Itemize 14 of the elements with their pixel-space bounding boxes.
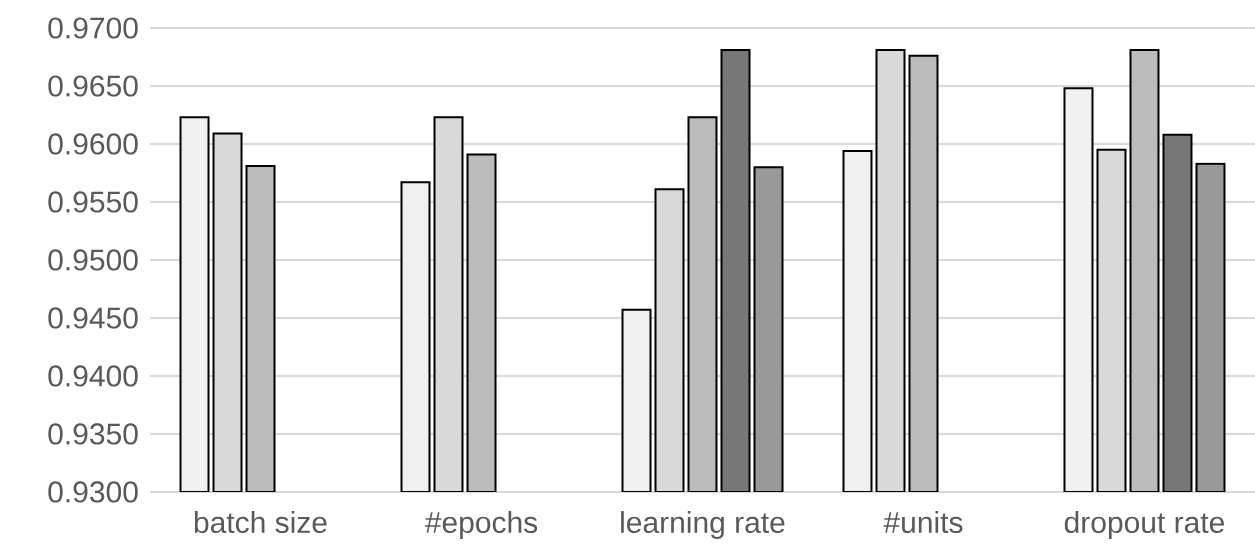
- y-tick-label: 0.9300: [48, 481, 138, 503]
- x-tick-label: learning rate: [621, 511, 785, 539]
- x-tick-label: #epochs: [424, 511, 538, 539]
- y-tick-label: 0.9400: [48, 365, 138, 387]
- y-tick-label: 0.9650: [48, 75, 138, 97]
- y-tick-label: 0.9600: [48, 133, 138, 155]
- y-tick-label: 0.9500: [48, 249, 138, 271]
- y-tick-label: 0.9450: [48, 307, 138, 329]
- x-tick-label: batch size: [194, 511, 327, 534]
- y-tick-label: 0.9350: [48, 423, 138, 445]
- x-tick-label: #units: [883, 511, 963, 534]
- y-tick-label: 0.9700: [48, 17, 138, 39]
- y-tick-label: 0.9550: [48, 191, 138, 213]
- x-tick-label: dropout rate: [1064, 511, 1224, 539]
